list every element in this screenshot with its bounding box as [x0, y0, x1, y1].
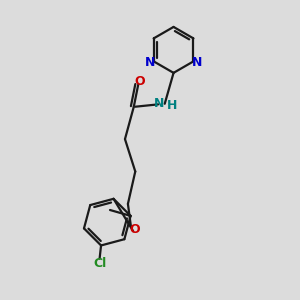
Text: H: H	[167, 99, 177, 112]
Text: O: O	[134, 75, 145, 88]
Text: O: O	[129, 223, 140, 236]
Text: N: N	[154, 97, 165, 110]
Text: Cl: Cl	[93, 256, 106, 270]
Text: N: N	[145, 56, 155, 69]
Text: N: N	[192, 56, 202, 69]
